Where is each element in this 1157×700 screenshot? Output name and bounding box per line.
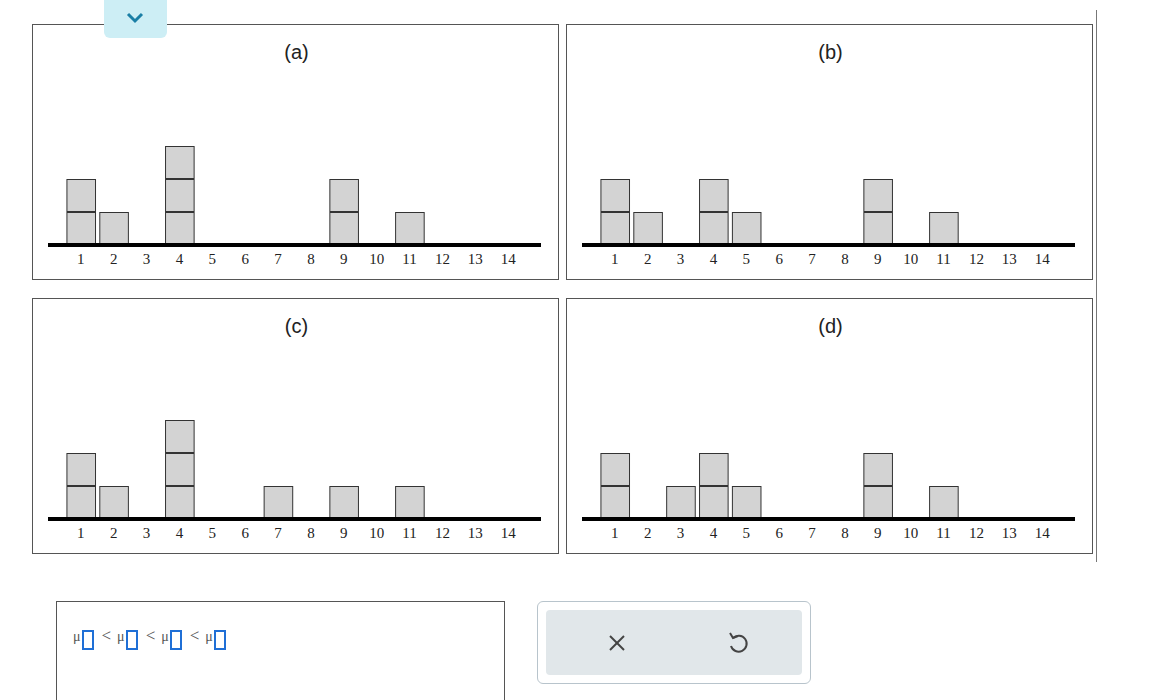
svg-text:10: 10 <box>369 251 384 267</box>
svg-text:10: 10 <box>903 525 918 541</box>
svg-text:8: 8 <box>841 525 849 541</box>
svg-text:5: 5 <box>209 251 217 267</box>
svg-text:5: 5 <box>209 525 217 541</box>
svg-text:6: 6 <box>775 525 783 541</box>
svg-text:2: 2 <box>644 251 652 267</box>
svg-text:13: 13 <box>1002 525 1017 541</box>
svg-text:2: 2 <box>644 525 652 541</box>
svg-text:1: 1 <box>77 525 85 541</box>
svg-text:6: 6 <box>775 251 783 267</box>
html-text:(b): (b) <box>818 41 843 63</box>
svg-text:13: 13 <box>468 525 483 541</box>
html-text:< μ: < μ <box>189 626 213 645</box>
svg-text:12: 12 <box>435 525 450 541</box>
svg-text:14: 14 <box>1035 251 1051 267</box>
svg-text:12: 12 <box>969 251 984 267</box>
svg-text:4: 4 <box>176 251 184 267</box>
svg-text:3: 3 <box>677 251 685 267</box>
html-text:< μ: < μ <box>101 626 125 645</box>
svg-text:5: 5 <box>743 251 751 267</box>
svg-text:14: 14 <box>501 525 516 541</box>
svg-text:12: 12 <box>435 251 450 267</box>
svg-text:5: 5 <box>743 525 751 541</box>
svg-text:3: 3 <box>143 251 151 267</box>
svg-text:9: 9 <box>340 251 348 267</box>
svg-text:11: 11 <box>936 525 950 541</box>
html-text:< μ: < μ <box>145 626 169 645</box>
svg-text:6: 6 <box>241 251 249 267</box>
svg-text:1: 1 <box>611 525 619 541</box>
svg-text:1: 1 <box>611 251 619 267</box>
svg-text:10: 10 <box>903 251 918 267</box>
svg-text:7: 7 <box>808 251 816 267</box>
html-text:μ: μ <box>73 629 81 644</box>
svg-text:12: 12 <box>969 525 984 541</box>
svg-text:6: 6 <box>241 525 249 541</box>
html-text:(d): (d) <box>818 315 843 337</box>
svg-text:10: 10 <box>369 525 384 541</box>
svg-text:7: 7 <box>274 525 282 541</box>
svg-text:4: 4 <box>710 525 718 541</box>
svg-text:7: 7 <box>808 525 816 541</box>
svg-text:14: 14 <box>501 251 516 267</box>
svg-text:11: 11 <box>402 251 416 267</box>
svg-text:8: 8 <box>841 251 849 267</box>
html-text:(c): (c) <box>284 315 309 337</box>
svg-text:8: 8 <box>307 251 315 267</box>
svg-text:1: 1 <box>77 251 85 267</box>
svg-text:11: 11 <box>936 251 950 267</box>
svg-text:3: 3 <box>677 525 685 541</box>
svg-text:13: 13 <box>468 251 483 267</box>
svg-text:3: 3 <box>143 525 151 541</box>
svg-text:11: 11 <box>402 525 416 541</box>
svg-text:7: 7 <box>274 251 282 267</box>
svg-text:4: 4 <box>710 251 718 267</box>
svg-text:9: 9 <box>874 525 882 541</box>
svg-text:14: 14 <box>1035 525 1051 541</box>
svg-text:8: 8 <box>307 525 315 541</box>
svg-text:13: 13 <box>1002 251 1017 267</box>
svg-text:9: 9 <box>874 251 882 267</box>
svg-text:2: 2 <box>110 251 118 267</box>
svg-text:9: 9 <box>340 525 348 541</box>
svg-text:4: 4 <box>176 525 184 541</box>
html-text:(a): (a) <box>284 41 309 63</box>
svg-text:2: 2 <box>110 525 118 541</box>
